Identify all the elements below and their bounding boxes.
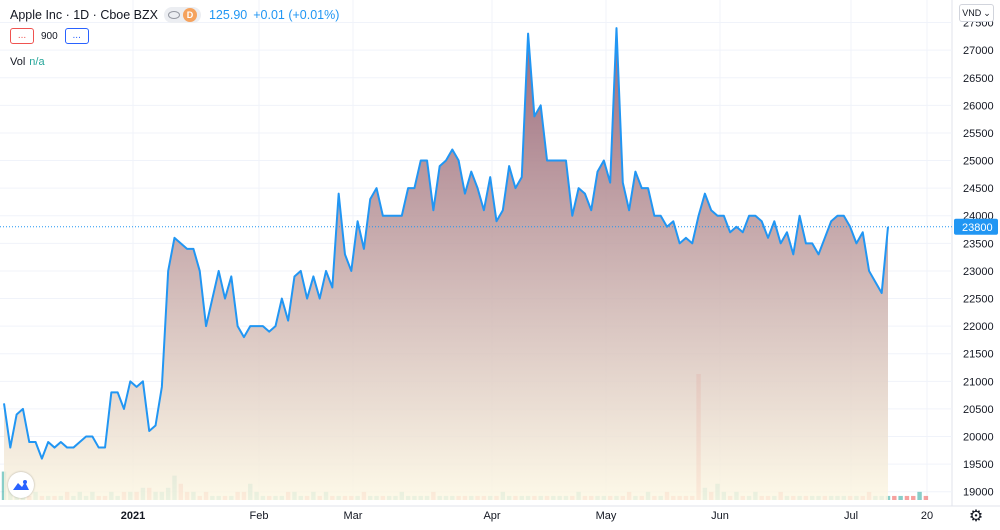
currency-selector[interactable]: VND ⌄ bbox=[959, 4, 994, 22]
volume-legend: Vol n/a bbox=[10, 56, 45, 68]
y-tick-label: 21000 bbox=[963, 376, 994, 388]
volume-bar bbox=[898, 495, 903, 500]
volume-value: n/a bbox=[29, 56, 45, 68]
volume-bar bbox=[892, 495, 897, 500]
volume-bar bbox=[904, 495, 910, 500]
chevron-down-icon: ⌄ bbox=[983, 7, 991, 18]
y-tick-label: 21500 bbox=[963, 349, 994, 361]
y-tick-label: 26000 bbox=[963, 100, 994, 112]
chart-logo-icon[interactable] bbox=[8, 472, 34, 498]
y-tick-label: 22000 bbox=[963, 321, 994, 333]
current-price-label-text: 23800 bbox=[962, 222, 993, 234]
eye-icon bbox=[167, 11, 180, 19]
y-tick-label: 20000 bbox=[963, 432, 994, 444]
current-price-label: 23800 bbox=[954, 218, 998, 235]
last-price: 125.90 bbox=[208, 8, 248, 22]
symbol-title[interactable]: Apple Inc · 1D · Cboe BZX bbox=[10, 8, 158, 22]
y-tick-label: 24500 bbox=[963, 183, 994, 195]
x-tick-label: May bbox=[596, 510, 617, 522]
x-tick-label: Mar bbox=[344, 510, 363, 522]
y-tick-label: 19500 bbox=[963, 459, 994, 471]
time-axis[interactable]: 2021 Feb Mar Apr May Jun Jul 20 bbox=[121, 510, 933, 522]
y-tick-label: 27000 bbox=[963, 45, 994, 57]
price-line bbox=[3, 27, 889, 460]
indicator-input-value: 900 bbox=[41, 30, 58, 42]
x-tick-label: Feb bbox=[250, 510, 269, 522]
y-tick-label: 23500 bbox=[963, 238, 994, 250]
status-badge[interactable]: D bbox=[163, 7, 201, 23]
volume-bar bbox=[911, 495, 916, 500]
y-tick-label: 25000 bbox=[963, 156, 994, 168]
y-tick-label: 25500 bbox=[963, 128, 994, 140]
x-tick-label: 20 bbox=[921, 510, 933, 522]
x-tick-label: Apr bbox=[483, 510, 500, 522]
volume-bar bbox=[923, 495, 929, 500]
x-tick-label: Jul bbox=[844, 510, 858, 522]
y-tick-label: 20500 bbox=[963, 404, 994, 416]
y-tick-label: 23000 bbox=[963, 266, 994, 278]
y-tick-label: 26500 bbox=[963, 73, 994, 85]
legend: Apple Inc · 1D · Cboe BZX D 125.90 +0.01… bbox=[10, 7, 339, 23]
gear-icon[interactable]: ⚙ bbox=[968, 508, 984, 525]
volume-label: Vol bbox=[10, 56, 26, 68]
volume-bar bbox=[917, 491, 922, 500]
currency-label: VND bbox=[962, 8, 982, 18]
y-tick-label: 22500 bbox=[963, 294, 994, 306]
price-axis[interactable]: 19000 19500 20000 20500 21000 21500 22000 22500… bbox=[963, 18, 994, 499]
price-area bbox=[4, 28, 888, 501]
x-tick-label: 2021 bbox=[121, 510, 145, 522]
indicator-input-box-blue[interactable]: ... bbox=[64, 28, 89, 44]
indicator-inputs: ... 900 ... bbox=[10, 28, 89, 44]
indicator-input-box-red[interactable]: ... bbox=[10, 28, 34, 44]
price-change: +0.01 (+0.01%) bbox=[253, 8, 340, 22]
delayed-badge: D bbox=[182, 8, 197, 22]
y-tick-label: 19000 bbox=[963, 487, 994, 499]
x-tick-label: Jun bbox=[711, 510, 729, 522]
